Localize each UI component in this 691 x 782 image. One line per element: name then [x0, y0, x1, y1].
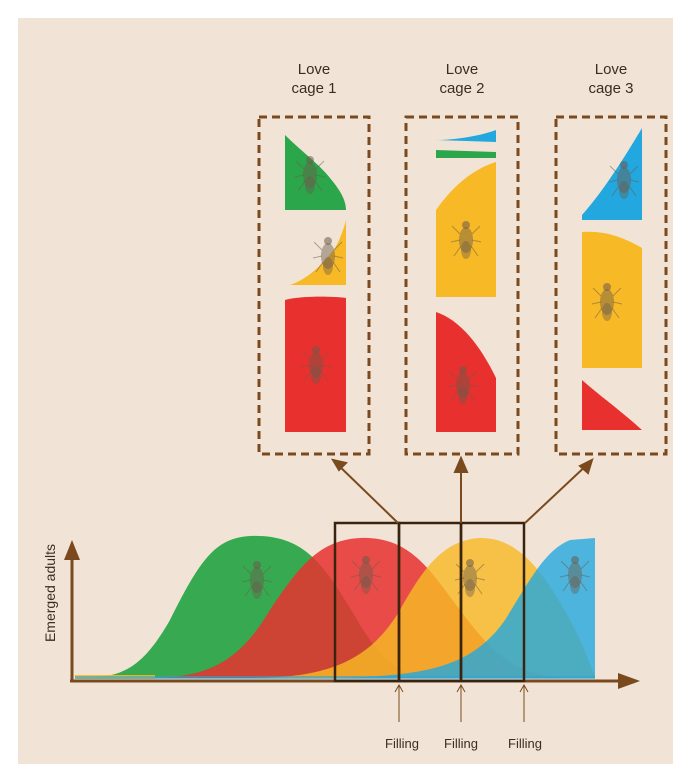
window-arrows: [330, 455, 594, 524]
time-windows: [333, 521, 526, 683]
cage-3-title: Love cage 3: [556, 60, 666, 98]
cage-1-title: Love cage 1: [259, 60, 369, 98]
cage-3-title-line2: cage 3: [588, 80, 634, 97]
window-3: [459, 521, 526, 683]
curve-blue: [330, 538, 595, 678]
filling-label-2: Filling: [444, 736, 478, 751]
cage-1-title-line2: cage 1: [291, 80, 337, 97]
y-axis-label: Emerged adults: [42, 543, 58, 643]
cage-3: [554, 115, 668, 456]
x-axis-arrow: [618, 673, 640, 689]
filling-label-1: Filling: [385, 736, 419, 751]
filling-label-3: Filling: [508, 736, 542, 751]
cage-2-title-line1: Love: [445, 61, 479, 78]
cage-1-title-line1: Love: [297, 61, 331, 78]
cage-1: [257, 115, 371, 456]
cage-2-title-line2: cage 2: [439, 80, 485, 97]
cage-2-title: Love cage 2: [407, 60, 517, 98]
cage-3-title-line1: Love: [594, 61, 628, 78]
cage-2: [404, 115, 520, 456]
filling-arrows: [394, 683, 529, 722]
y-axis-arrow: [64, 540, 80, 560]
